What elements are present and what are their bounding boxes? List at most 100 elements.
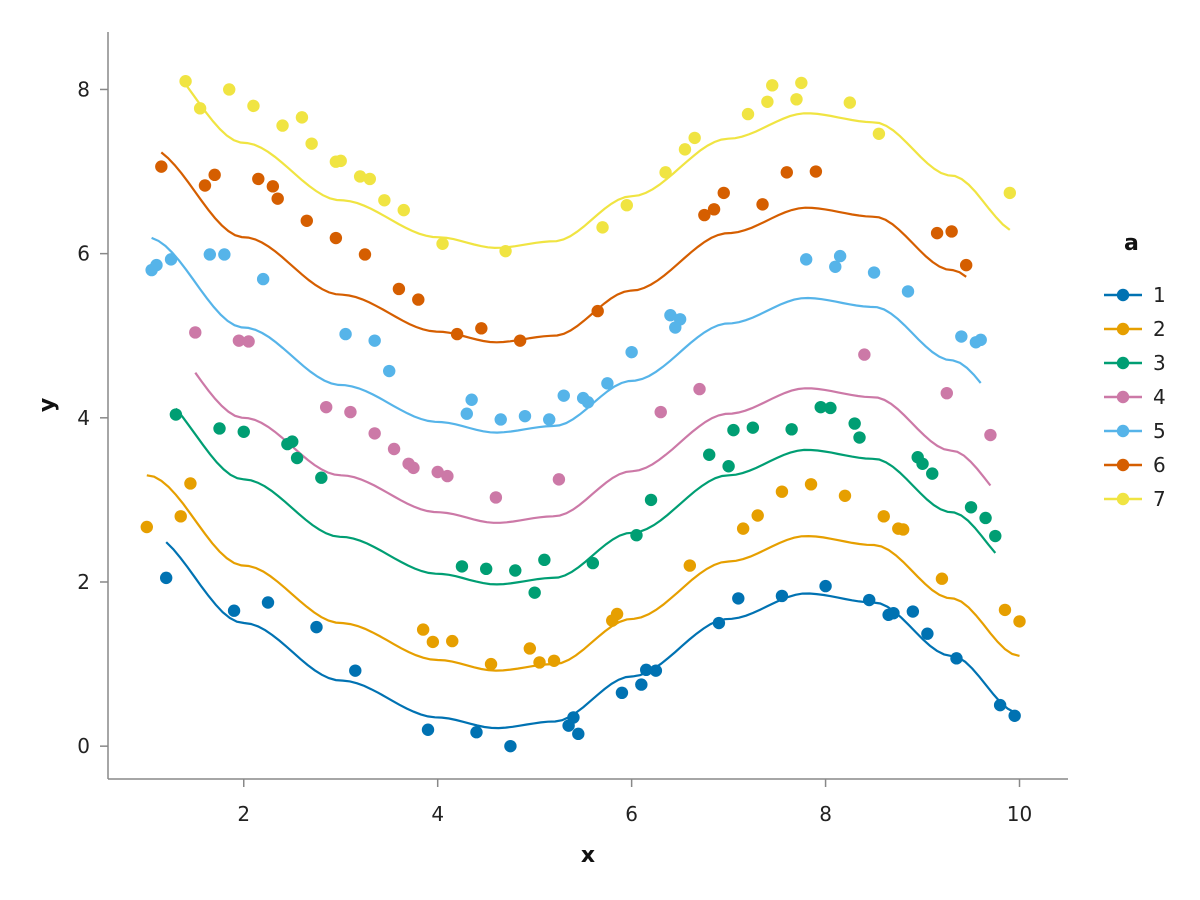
series-1-line <box>165 541 1016 730</box>
series-2-point <box>804 478 818 491</box>
legend-label: 5 <box>1153 419 1166 443</box>
series-1-point <box>572 727 585 741</box>
series-6-point <box>591 304 604 318</box>
series-6-point <box>252 172 265 186</box>
series-4-point <box>441 469 454 483</box>
legend-label: 6 <box>1153 453 1166 477</box>
series-7-point <box>223 83 236 96</box>
series-2-line <box>146 474 1020 672</box>
series-6-point <box>155 160 168 173</box>
series-2-point <box>547 654 561 667</box>
series-6-point <box>945 225 958 238</box>
series-1-point <box>261 596 275 609</box>
y-tick-label: 4 <box>77 406 90 430</box>
series-1-point <box>993 698 1007 712</box>
series-4-point <box>693 382 706 396</box>
series-2-point <box>736 522 750 535</box>
x-tick-label: 4 <box>431 802 444 826</box>
series-6-point <box>707 203 721 216</box>
series-5-point <box>867 266 881 279</box>
series-6-point <box>329 231 343 245</box>
series-2-point <box>174 510 187 523</box>
series-4-point <box>552 473 566 486</box>
series-3-point <box>814 400 827 414</box>
series-3-point <box>213 422 226 435</box>
x-tick-label: 2 <box>237 802 250 826</box>
series-3-point <box>785 423 798 436</box>
series-1-point <box>615 686 629 700</box>
series-6-point <box>266 180 280 193</box>
y-tick-label: 8 <box>77 77 90 101</box>
legend-swatch-marker <box>1116 356 1130 370</box>
x-axis-title: x <box>581 843 595 868</box>
y-tick-label: 2 <box>77 570 90 594</box>
legend-label: 2 <box>1153 317 1166 341</box>
series-4-point <box>940 386 953 400</box>
series-5-point <box>974 333 987 347</box>
series-3-point <box>926 467 939 480</box>
series-5-point <box>368 334 381 347</box>
series-5-point <box>829 260 842 273</box>
series-6-point <box>930 226 944 240</box>
series-2-point <box>838 489 852 502</box>
series-6-point <box>208 168 221 182</box>
series-1-point <box>567 711 580 724</box>
series-5-point <box>625 345 638 359</box>
series-3-point <box>169 408 183 421</box>
series-6-point <box>698 208 711 222</box>
series-1-point <box>712 616 726 630</box>
legend-swatch-marker <box>1116 492 1130 506</box>
series-3-point <box>630 528 643 542</box>
series-7-point <box>499 244 512 258</box>
series-2-point <box>877 510 890 523</box>
series-5-line <box>151 236 982 434</box>
series-5-point <box>581 396 595 409</box>
series-3-point <box>746 421 760 434</box>
series-7-point <box>766 79 779 92</box>
x-tick-label: 6 <box>625 802 638 826</box>
series-3-point <box>848 417 861 430</box>
legend-swatch-marker <box>1116 458 1130 472</box>
x-tick-label: 8 <box>819 802 832 826</box>
series-7-point <box>596 221 609 234</box>
series-5-point <box>518 409 532 423</box>
series-2-points <box>140 477 1026 671</box>
series-3-line <box>175 407 997 586</box>
series-7-point <box>620 199 633 212</box>
series-2-point <box>426 635 440 649</box>
series-7-point <box>843 96 857 109</box>
series-6-point <box>450 327 464 341</box>
legend-label: 3 <box>1153 351 1166 375</box>
series-3-point <box>237 425 250 438</box>
series-7-points <box>179 75 1017 258</box>
series-3-point <box>290 451 304 465</box>
series-5-point <box>218 248 231 261</box>
series-3-point <box>538 553 551 567</box>
y-ticks: 0 2 4 6 8 <box>77 77 108 758</box>
series-3-point <box>509 564 522 577</box>
series-1-points <box>159 571 1021 753</box>
series-3-point <box>853 431 866 444</box>
series-4-point <box>387 442 401 456</box>
series-1-point <box>504 739 517 753</box>
series-2-point <box>896 523 910 536</box>
series-5-point <box>833 249 847 263</box>
legend-label: 7 <box>1153 487 1166 511</box>
series-2-point <box>533 656 546 669</box>
series-5-point <box>150 258 163 272</box>
series-7-point <box>1003 186 1017 200</box>
series-5-point <box>460 407 473 420</box>
series-7-point <box>795 76 808 90</box>
series-1-point <box>906 605 920 618</box>
legend-item: 4 <box>1104 385 1166 409</box>
series-2-point <box>998 603 1012 617</box>
series-5-point <box>494 413 507 426</box>
series-1-point <box>470 726 483 739</box>
series-6-point <box>198 179 212 192</box>
series-5-point <box>256 272 270 286</box>
series-6-line <box>160 151 967 344</box>
series-6-point <box>717 186 730 200</box>
series-1-point <box>639 663 653 677</box>
legend-item: 7 <box>1104 487 1166 511</box>
